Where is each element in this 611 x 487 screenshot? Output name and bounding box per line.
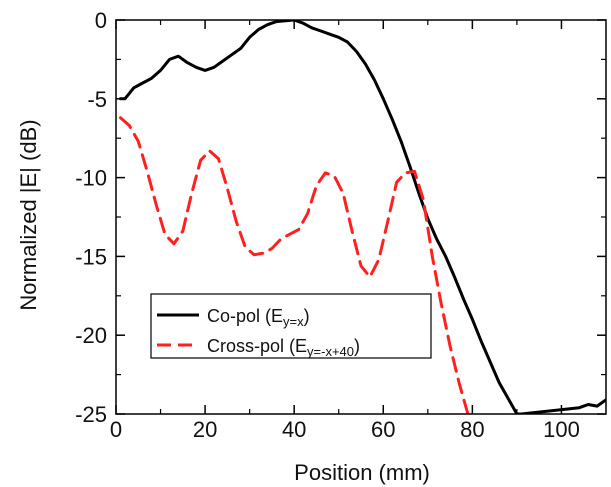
- y-tick-label: -20: [75, 323, 107, 348]
- x-tick-label: 80: [460, 417, 484, 442]
- x-tick-label: 20: [193, 417, 217, 442]
- y-axis-label: Normalized |E| (dB): [16, 119, 41, 310]
- series-line-co-pol: [119, 20, 606, 414]
- legend-label-co-pol: Co-pol (Ey=x): [207, 306, 310, 329]
- x-axis-label: Position (mm): [294, 460, 430, 485]
- y-tick-label: 0: [95, 8, 107, 33]
- y-tick-label: -25: [75, 402, 107, 427]
- y-tick-label: -5: [87, 87, 107, 112]
- legend: Co-pol (Ey=x) Cross-pol (Ey=-x+40): [150, 293, 432, 359]
- series-layer: [119, 20, 606, 414]
- legend-label-cross-pol: Cross-pol (Ey=-x+40): [207, 336, 360, 359]
- y-tick-label: -10: [75, 166, 107, 191]
- x-tick-label: 40: [282, 417, 306, 442]
- y-tick-label: -15: [75, 244, 107, 269]
- legend-box: [150, 293, 432, 359]
- x-tick-label: 0: [110, 417, 122, 442]
- tick-layer: 0 20 40 60 80 100 0 -5 -10 -15 -20 -25: [75, 8, 606, 442]
- x-tick-label: 60: [371, 417, 395, 442]
- series-line-cross-pol: [119, 116, 470, 414]
- x-tick-label: 100: [543, 417, 580, 442]
